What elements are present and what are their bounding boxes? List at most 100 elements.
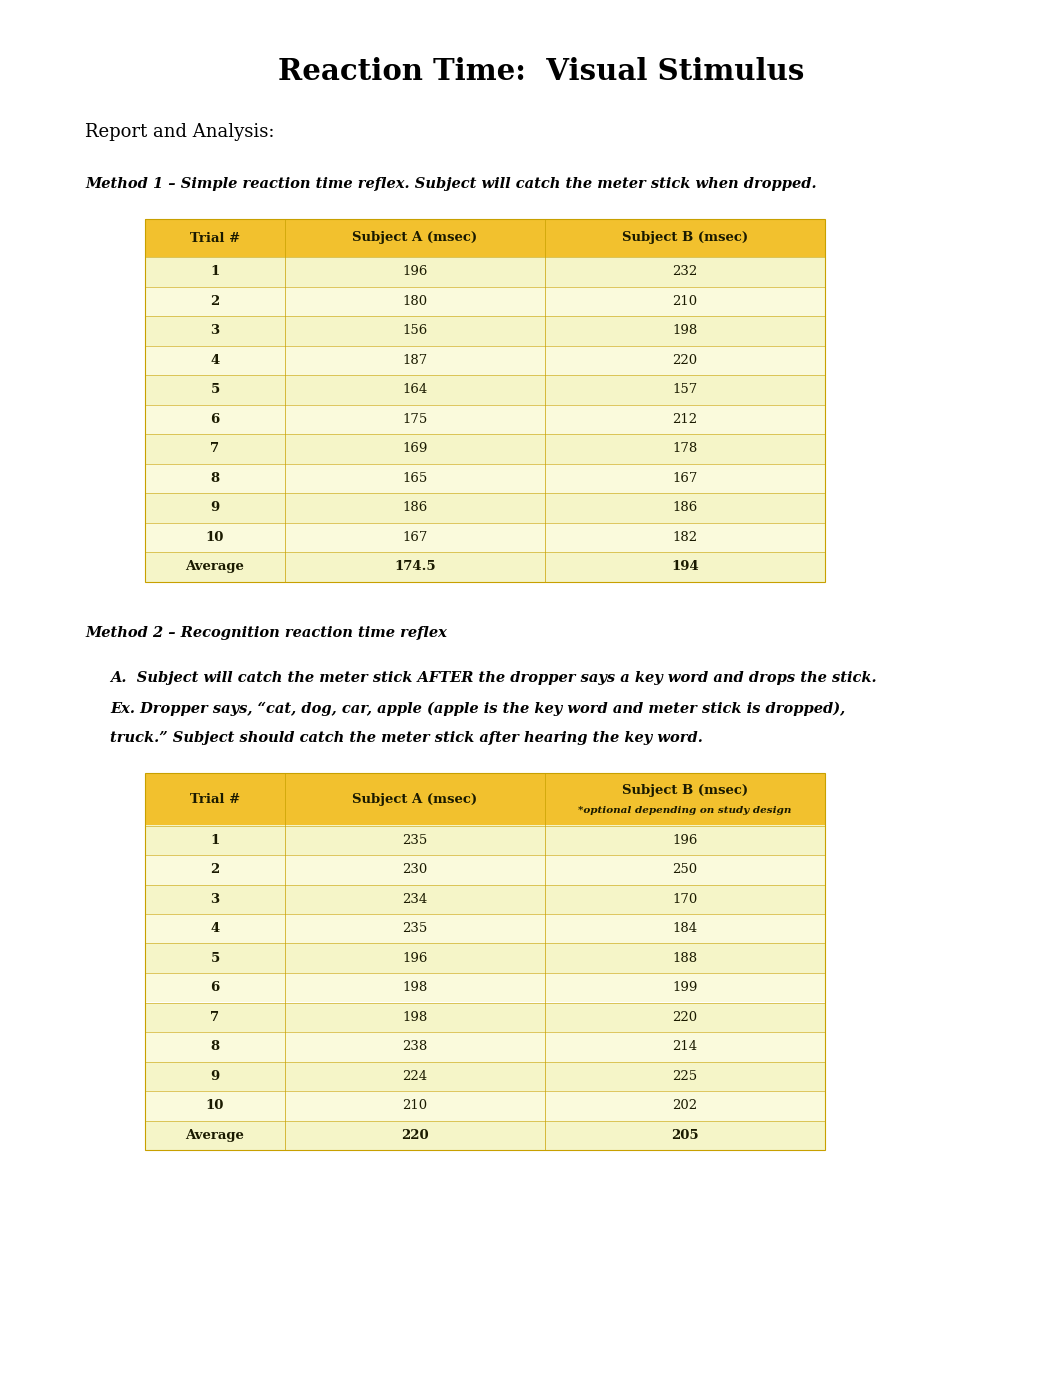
Bar <box>145 1062 825 1091</box>
Text: 196: 196 <box>672 833 698 847</box>
Text: 7: 7 <box>210 442 220 456</box>
Text: 6: 6 <box>210 413 220 425</box>
Text: 238: 238 <box>402 1040 428 1053</box>
Text: 220: 220 <box>672 354 698 366</box>
Text: 9: 9 <box>210 501 220 514</box>
Text: 186: 186 <box>402 501 428 514</box>
Text: 232: 232 <box>672 266 698 278</box>
Text: 156: 156 <box>402 324 428 337</box>
Text: 230: 230 <box>402 863 428 876</box>
Bar <box>145 855 825 884</box>
Text: 167: 167 <box>402 530 428 544</box>
Text: 210: 210 <box>402 1099 428 1113</box>
Text: 4: 4 <box>210 923 220 935</box>
Text: 180: 180 <box>402 295 428 307</box>
Text: 250: 250 <box>672 863 698 876</box>
Bar <box>145 774 825 1150</box>
Text: 165: 165 <box>402 472 428 485</box>
Text: 220: 220 <box>401 1129 429 1142</box>
Bar <box>145 774 825 825</box>
Text: 4: 4 <box>210 354 220 366</box>
Text: Trial #: Trial # <box>190 793 240 806</box>
Bar <box>145 286 825 315</box>
Bar <box>145 219 825 257</box>
Bar <box>145 825 825 855</box>
Bar <box>145 552 825 581</box>
Text: Subject B (msec): Subject B (msec) <box>622 784 748 797</box>
Bar <box>145 1121 825 1150</box>
Text: 2: 2 <box>210 295 220 307</box>
Bar <box>145 1091 825 1121</box>
Bar <box>145 464 825 493</box>
Text: Average: Average <box>186 1129 244 1142</box>
Text: 157: 157 <box>672 383 698 397</box>
Text: 235: 235 <box>402 833 428 847</box>
Bar <box>145 405 825 434</box>
Bar <box>145 943 825 974</box>
Bar <box>145 1031 825 1062</box>
Text: 175: 175 <box>402 413 428 425</box>
Text: 198: 198 <box>402 1011 428 1023</box>
Text: Ex. Dropper says, “cat, dog, car, apple (apple is the key word and meter stick i: Ex. Dropper says, “cat, dog, car, apple … <box>110 701 845 716</box>
Text: 205: 205 <box>671 1129 699 1142</box>
Text: 212: 212 <box>672 413 698 425</box>
Text: 198: 198 <box>402 982 428 994</box>
Text: 186: 186 <box>672 501 698 514</box>
Text: 169: 169 <box>402 442 428 456</box>
Text: 187: 187 <box>402 354 428 366</box>
Text: Method 2 – Recognition reaction time reflex: Method 2 – Recognition reaction time ref… <box>85 627 447 640</box>
Text: Reaction Time:  Visual Stimulus: Reaction Time: Visual Stimulus <box>278 58 804 87</box>
Text: 8: 8 <box>210 1040 220 1053</box>
Text: Subject A (msec): Subject A (msec) <box>353 793 478 806</box>
Text: 182: 182 <box>672 530 698 544</box>
Text: 194: 194 <box>671 560 699 573</box>
Text: 225: 225 <box>672 1070 698 1082</box>
Bar <box>145 493 825 522</box>
Bar <box>145 315 825 346</box>
Text: 3: 3 <box>210 892 220 906</box>
Text: 224: 224 <box>402 1070 428 1082</box>
Bar <box>145 884 825 914</box>
Text: 174.5: 174.5 <box>394 560 435 573</box>
Text: 3: 3 <box>210 324 220 337</box>
Text: 184: 184 <box>672 923 698 935</box>
Text: Trial #: Trial # <box>190 231 240 245</box>
Text: 2: 2 <box>210 863 220 876</box>
Text: 10: 10 <box>206 530 224 544</box>
Text: 8: 8 <box>210 472 220 485</box>
Text: 188: 188 <box>672 952 698 965</box>
Text: 220: 220 <box>672 1011 698 1023</box>
Bar <box>145 375 825 405</box>
Text: 164: 164 <box>402 383 428 397</box>
Text: Subject B (msec): Subject B (msec) <box>622 231 748 245</box>
Text: 170: 170 <box>672 892 698 906</box>
Text: 1: 1 <box>210 266 220 278</box>
Bar <box>145 257 825 286</box>
Text: *optional depending on study design: *optional depending on study design <box>579 807 791 815</box>
Bar <box>145 219 825 581</box>
Text: 198: 198 <box>672 324 698 337</box>
Text: 5: 5 <box>210 383 220 397</box>
Text: 167: 167 <box>672 472 698 485</box>
Text: 234: 234 <box>402 892 428 906</box>
Bar <box>145 346 825 375</box>
Text: truck.” Subject should catch the meter stick after hearing the key word.: truck.” Subject should catch the meter s… <box>110 731 703 745</box>
Text: 1: 1 <box>210 833 220 847</box>
Text: Method 1 – Simple reaction time reflex. Subject will catch the meter stick when : Method 1 – Simple reaction time reflex. … <box>85 178 817 191</box>
Bar <box>145 914 825 943</box>
Text: 10: 10 <box>206 1099 224 1113</box>
Text: 214: 214 <box>672 1040 698 1053</box>
Text: 5: 5 <box>210 952 220 965</box>
Text: 6: 6 <box>210 982 220 994</box>
Text: 199: 199 <box>672 982 698 994</box>
Text: 196: 196 <box>402 952 428 965</box>
Bar <box>145 974 825 1002</box>
Text: Average: Average <box>186 560 244 573</box>
Text: Subject A (msec): Subject A (msec) <box>353 231 478 245</box>
Text: 202: 202 <box>672 1099 698 1113</box>
Text: 7: 7 <box>210 1011 220 1023</box>
Text: 235: 235 <box>402 923 428 935</box>
Text: 210: 210 <box>672 295 698 307</box>
Text: Report and Analysis:: Report and Analysis: <box>85 123 274 140</box>
Bar <box>145 1002 825 1031</box>
